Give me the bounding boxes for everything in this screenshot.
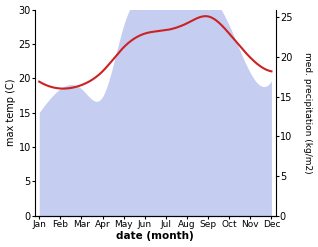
Y-axis label: max temp (C): max temp (C): [5, 79, 16, 146]
Y-axis label: med. precipitation (kg/m2): med. precipitation (kg/m2): [303, 52, 313, 173]
X-axis label: date (month): date (month): [116, 231, 194, 242]
